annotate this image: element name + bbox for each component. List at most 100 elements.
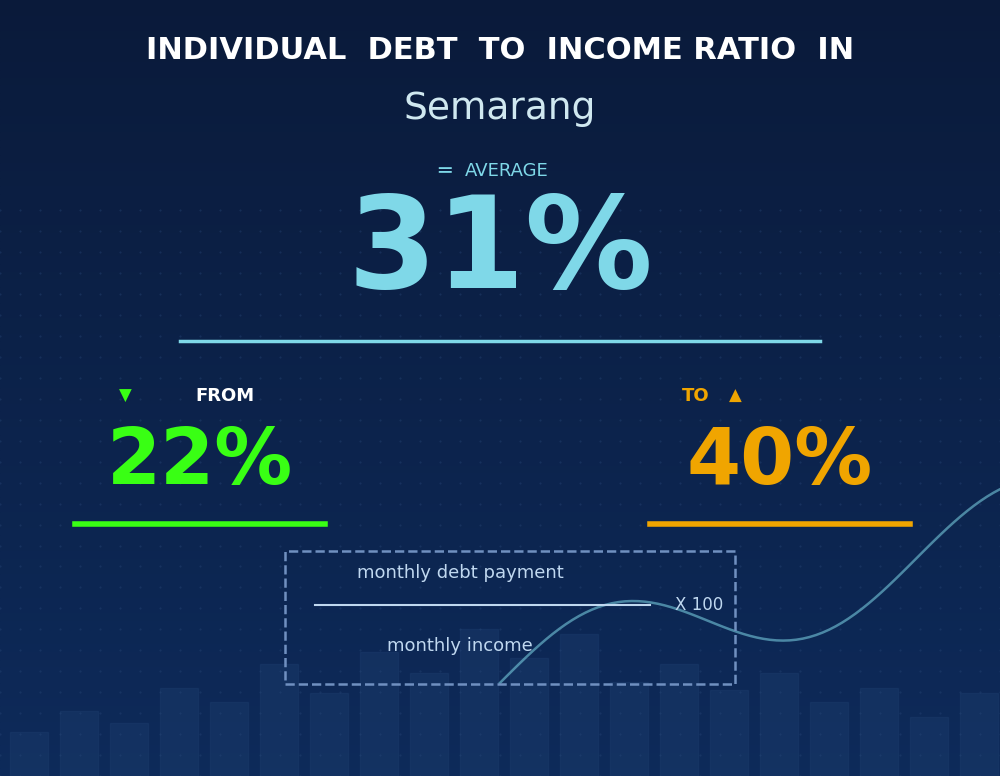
Text: 40%: 40% [687,424,873,500]
Bar [0,559,1000,566]
Bar [360,652,398,776]
Bar [0,388,1000,396]
Bar [0,753,1000,760]
Text: monthly income: monthly income [387,636,533,655]
Bar [0,644,1000,652]
Bar [0,93,1000,101]
Bar [0,132,1000,140]
Bar [0,652,1000,660]
Bar [0,566,1000,574]
Bar [0,528,1000,535]
Text: INDIVIDUAL  DEBT  TO  INCOME RATIO  IN: INDIVIDUAL DEBT TO INCOME RATIO IN [146,36,854,65]
Bar [10,732,48,776]
Bar [0,116,1000,124]
Bar [0,729,1000,737]
Bar [0,745,1000,753]
Bar [0,473,1000,481]
Text: ▼: ▼ [119,386,131,405]
Bar [0,481,1000,489]
Bar [260,664,298,776]
Bar [0,62,1000,70]
Bar [710,691,748,776]
Bar [0,31,1000,39]
Bar [0,295,1000,303]
Bar [860,688,898,776]
Bar [0,598,1000,605]
Bar [0,365,1000,372]
Bar [0,248,1000,256]
Bar [0,287,1000,295]
Bar [0,411,1000,419]
Bar [0,217,1000,225]
Bar [760,673,798,776]
Bar [0,667,1000,675]
Bar [960,694,998,776]
Bar [0,8,1000,16]
Bar [0,124,1000,132]
Bar [0,78,1000,85]
Bar [560,635,598,776]
Bar [0,47,1000,54]
Bar [0,349,1000,357]
Bar [0,334,1000,341]
Bar [0,535,1000,543]
Bar [0,318,1000,326]
Bar [0,512,1000,520]
Bar [0,155,1000,163]
Bar [0,489,1000,497]
Bar [310,694,348,776]
Bar [0,504,1000,512]
Bar [0,109,1000,116]
Bar [0,341,1000,349]
Bar [0,582,1000,590]
Text: AVERAGE: AVERAGE [465,161,549,180]
Bar [0,660,1000,667]
Bar [0,435,1000,442]
Bar [0,714,1000,722]
Bar [0,140,1000,147]
Bar [910,717,948,776]
Bar [0,85,1000,93]
Text: Semarang: Semarang [404,91,596,126]
Bar [0,70,1000,78]
Bar [0,256,1000,264]
Bar [160,688,198,776]
Bar [0,683,1000,691]
Bar [0,202,1000,210]
Bar [0,737,1000,745]
Bar [0,551,1000,559]
Bar [0,543,1000,551]
Bar [0,39,1000,47]
Bar [0,380,1000,388]
Bar [810,702,848,776]
Text: X 100: X 100 [675,596,723,615]
Bar [0,194,1000,202]
Bar [0,101,1000,109]
Bar [0,241,1000,248]
Bar [0,760,1000,768]
Bar [0,178,1000,186]
Bar [0,458,1000,466]
Bar [0,357,1000,365]
Text: monthly debt payment: monthly debt payment [357,563,563,582]
Bar [0,605,1000,613]
Bar [0,497,1000,504]
Bar [0,691,1000,698]
Bar [0,442,1000,450]
Bar [0,210,1000,217]
Text: ═: ═ [439,161,451,181]
Bar [0,310,1000,318]
Text: FROM: FROM [195,386,255,405]
Bar [0,326,1000,334]
Bar [210,702,248,776]
Bar [0,520,1000,528]
Bar [0,372,1000,380]
Bar [0,621,1000,629]
Bar [60,711,98,776]
Bar [0,698,1000,706]
Bar [0,574,1000,582]
Bar [0,768,1000,776]
Bar [0,450,1000,458]
Bar [460,629,498,776]
Bar [0,613,1000,621]
